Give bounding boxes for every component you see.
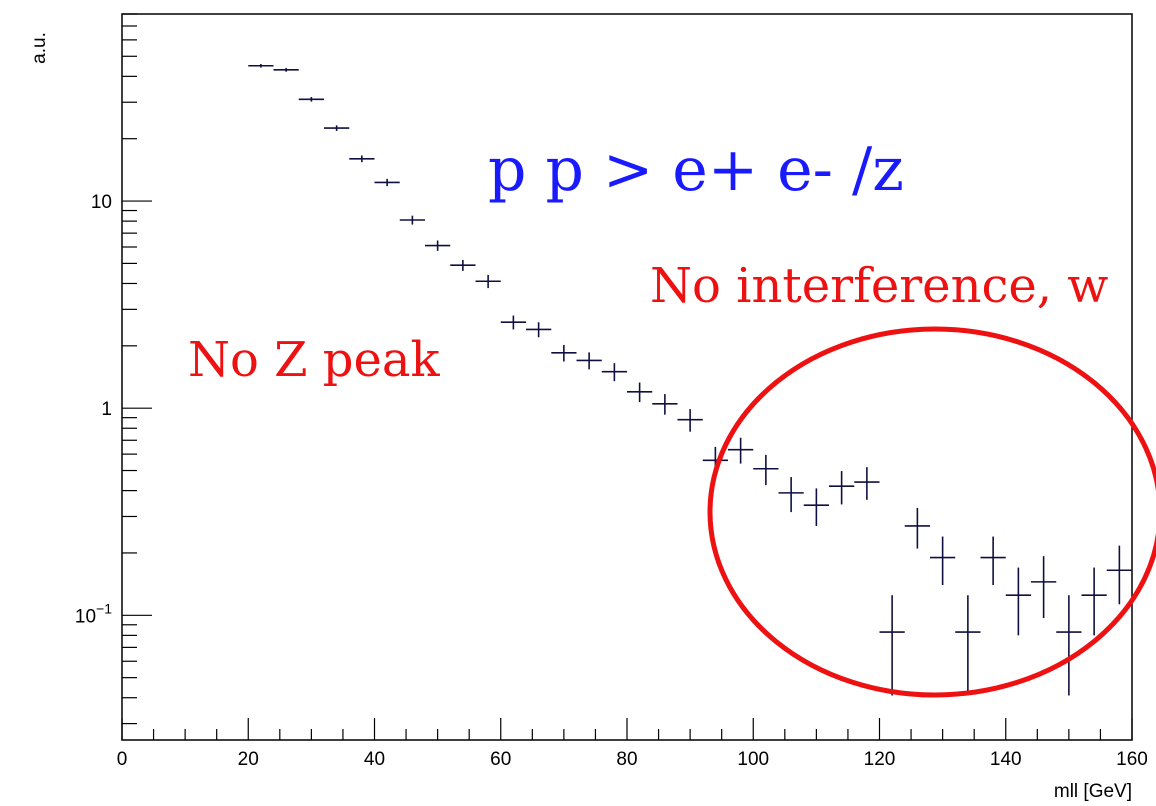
data-point — [551, 344, 577, 362]
process-annotation: p p > e+ e- /z — [488, 135, 904, 205]
data-point — [298, 96, 324, 102]
no-interference-annotation: No interference, w — [650, 258, 1108, 314]
x-tick-label: 80 — [616, 749, 637, 770]
y-tick-label: 1 — [101, 399, 112, 420]
plot-frame — [121, 13, 1133, 741]
data-point — [399, 215, 425, 225]
x-axis: 0 20 40 60 80 100 120 140 160 — [117, 718, 1148, 770]
data-series — [248, 63, 1132, 696]
data-point — [349, 155, 375, 163]
y-tick-label: 10 — [91, 192, 112, 213]
data-point — [778, 477, 804, 513]
data-point — [526, 322, 552, 338]
data-point — [576, 352, 602, 370]
data-point — [450, 259, 476, 271]
data-point — [652, 394, 678, 415]
x-tick-label: 100 — [737, 749, 769, 770]
data-point — [1056, 595, 1082, 696]
x-tick-label: 120 — [864, 749, 896, 770]
y-axis-label: a.u. — [29, 32, 50, 64]
data-point — [374, 178, 400, 187]
data-point — [854, 467, 880, 500]
data-point — [930, 536, 956, 586]
x-tick-label: 60 — [490, 749, 511, 770]
highlight-ellipse — [707, 326, 1156, 698]
data-point — [677, 409, 703, 432]
x-tick-label: 20 — [238, 749, 259, 770]
data-point — [879, 595, 905, 696]
data-point — [627, 382, 653, 403]
data-point — [475, 274, 501, 289]
data-point — [1106, 545, 1132, 605]
x-axis-label: mll [GeV] — [1054, 781, 1132, 802]
data-point — [753, 454, 779, 486]
x-tick-label: 140 — [990, 749, 1022, 770]
data-point — [248, 63, 274, 68]
data-point — [273, 67, 299, 72]
data-point — [829, 471, 855, 505]
data-point — [425, 240, 451, 251]
y-tick-label: 10−1 — [75, 600, 112, 627]
data-point — [980, 536, 1006, 586]
data-point — [728, 437, 754, 464]
data-point — [904, 507, 930, 549]
data-point — [601, 363, 627, 382]
data-point — [955, 595, 981, 696]
data-point — [324, 125, 350, 131]
x-tick-label: 40 — [364, 749, 385, 770]
data-point — [803, 488, 829, 526]
x-tick-label: 0 — [117, 749, 128, 770]
x-tick-label: 160 — [1116, 749, 1148, 770]
y-axis: 10−1 1 10 — [75, 13, 152, 725]
data-point — [500, 315, 526, 330]
data-point — [1081, 567, 1107, 636]
data-point — [1031, 556, 1057, 619]
data-point — [1005, 567, 1031, 636]
no-z-peak-annotation: No Z peak — [188, 332, 441, 388]
